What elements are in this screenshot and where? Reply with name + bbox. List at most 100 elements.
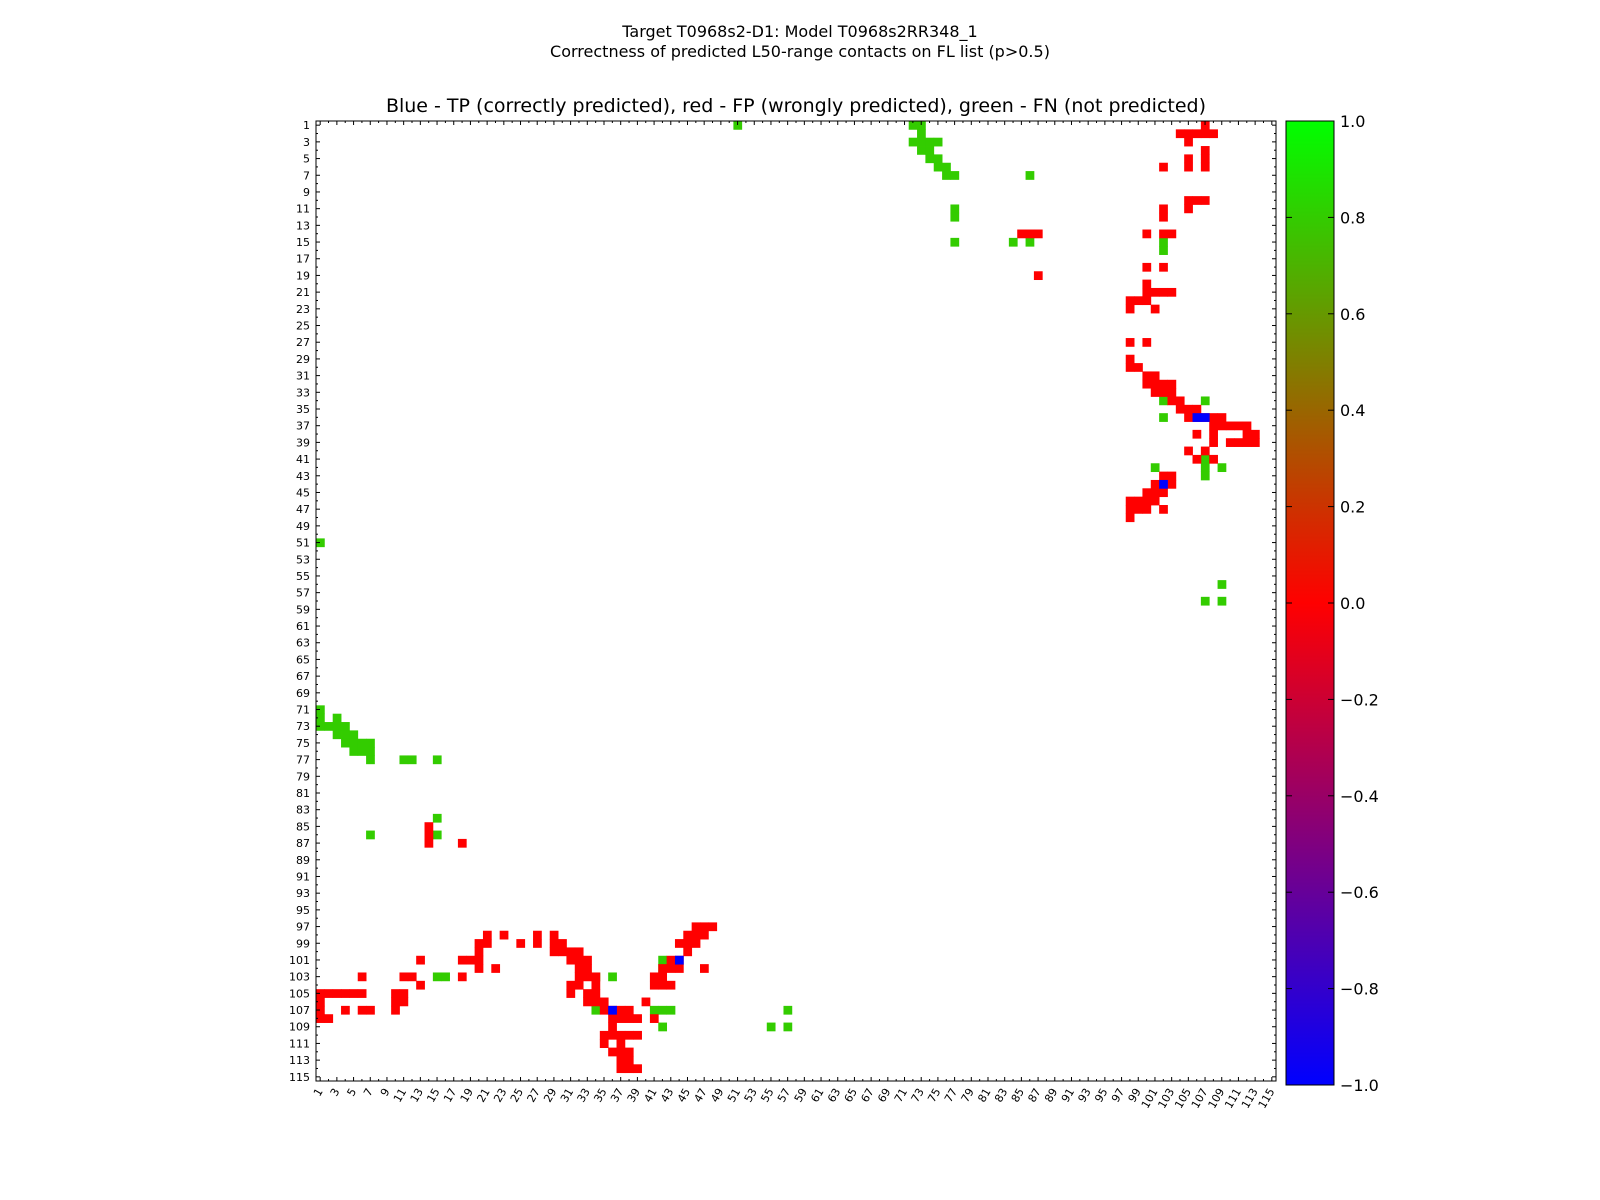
cell-fn <box>1200 454 1210 464</box>
cell-fp <box>1150 388 1160 397</box>
cell-fp <box>424 822 434 831</box>
y-tick-label: 109 <box>289 1021 310 1034</box>
colorbar-tick-label: 1.0 <box>1340 112 1365 131</box>
y-tick-label: 51 <box>296 537 310 550</box>
cell-fn <box>366 738 375 748</box>
cell-fp <box>574 964 584 973</box>
cell-fn <box>357 738 367 748</box>
y-tick-label: 35 <box>296 403 310 416</box>
y-tick-label: 89 <box>296 854 310 867</box>
x-tick-label: 33 <box>575 1086 593 1105</box>
figure-title: Target T0968s2-D1: Model T0968s2RR348_1 <box>622 22 978 41</box>
cell-fp <box>599 1039 609 1049</box>
cell-fp <box>549 947 559 957</box>
cell-fn <box>608 972 617 982</box>
cell-fp <box>1167 396 1177 406</box>
cell-fn <box>341 722 350 731</box>
cell-fn <box>950 212 960 222</box>
cell-fp <box>608 1047 617 1057</box>
cell-fp <box>1142 229 1152 239</box>
y-tick-label: 67 <box>296 670 310 683</box>
cell-fp <box>1192 429 1202 439</box>
cell-fn <box>357 747 367 756</box>
x-tick-label: 23 <box>491 1086 509 1105</box>
y-tick-label: 87 <box>296 837 310 850</box>
cell-fp <box>549 939 559 948</box>
cell-fp <box>1200 121 1210 130</box>
y-tick-label: 73 <box>296 720 310 733</box>
cell-fp <box>399 972 409 982</box>
cell-fp <box>1159 488 1168 498</box>
cell-fp <box>1234 421 1244 431</box>
x-tick-label: 85 <box>1009 1086 1027 1105</box>
cell-fp <box>1134 505 1143 514</box>
cell-fp <box>649 972 659 982</box>
plot-frame <box>315 120 1277 1082</box>
cell-fp <box>1167 471 1177 481</box>
cell-fn <box>649 1005 659 1015</box>
x-tick-label: 15 <box>424 1086 442 1105</box>
cell-fp <box>457 972 467 982</box>
cell-fp <box>1159 229 1168 239</box>
cell-fn <box>783 1005 793 1015</box>
cell-fp <box>1150 488 1160 498</box>
x-tick-label: 63 <box>825 1086 843 1105</box>
y-tick-label: 91 <box>296 870 310 883</box>
cell-fp <box>666 964 676 973</box>
cell-fn <box>349 730 359 740</box>
x-tick-label: 99 <box>1126 1086 1144 1105</box>
y-tick-label: 97 <box>296 921 310 934</box>
y-tick-label: 41 <box>296 453 310 466</box>
y-tick-label: 47 <box>296 503 310 516</box>
cell-fp <box>708 922 718 932</box>
cell-fp <box>1142 379 1152 389</box>
cell-fp <box>641 997 651 1007</box>
cell-fp <box>341 989 350 998</box>
x-tick-label: 71 <box>892 1086 910 1105</box>
cell-fn <box>925 137 935 147</box>
cell-fn <box>432 830 442 840</box>
cell-fp <box>1192 196 1202 205</box>
cell-fn <box>1159 413 1168 422</box>
cell-fp <box>1250 438 1260 447</box>
colorbar-tick-label: 0.6 <box>1340 305 1365 324</box>
y-tick-label: 7 <box>303 169 310 182</box>
x-tick-label: 41 <box>641 1086 659 1105</box>
cell-fp <box>633 1030 642 1040</box>
cell-fp <box>683 947 693 957</box>
cell-fp <box>1209 429 1218 439</box>
cell-fn <box>1200 596 1210 606</box>
y-tick-label: 23 <box>296 303 310 316</box>
cell-fp <box>599 997 609 1007</box>
y-tick-label: 83 <box>296 804 310 817</box>
cell-fp <box>1159 262 1168 272</box>
cell-fn <box>658 1005 668 1015</box>
cell-fn <box>366 830 375 840</box>
y-tick-label: 115 <box>289 1071 310 1084</box>
cell-fp <box>599 1005 609 1015</box>
x-tick-label: 55 <box>758 1086 776 1105</box>
cell-fp <box>591 989 601 998</box>
cell-fp <box>1150 371 1160 381</box>
cell-fp <box>558 947 567 957</box>
x-tick-label: 19 <box>458 1086 476 1105</box>
cell-fp <box>616 1064 626 1074</box>
cell-fp <box>1167 287 1177 297</box>
cell-fn <box>349 738 359 748</box>
cell-fp <box>1134 496 1143 506</box>
x-tick-label: 69 <box>875 1086 893 1105</box>
cell-fp <box>683 939 693 948</box>
x-tick-label: 29 <box>541 1086 559 1105</box>
x-tick-label: 13 <box>408 1086 426 1105</box>
plot-area <box>316 121 1276 1081</box>
y-tick-label: 43 <box>296 470 310 483</box>
cell-fp <box>1200 154 1210 164</box>
x-tick-label: 37 <box>608 1086 626 1105</box>
y-tick-label: 101 <box>289 954 310 967</box>
cell-fn <box>942 171 951 180</box>
cell-fp <box>1167 229 1177 239</box>
cell-fp <box>1209 421 1218 431</box>
x-tick-label: 107 <box>1189 1086 1211 1111</box>
x-tick-label: 9 <box>378 1086 393 1099</box>
y-tick-label: 37 <box>296 420 310 433</box>
